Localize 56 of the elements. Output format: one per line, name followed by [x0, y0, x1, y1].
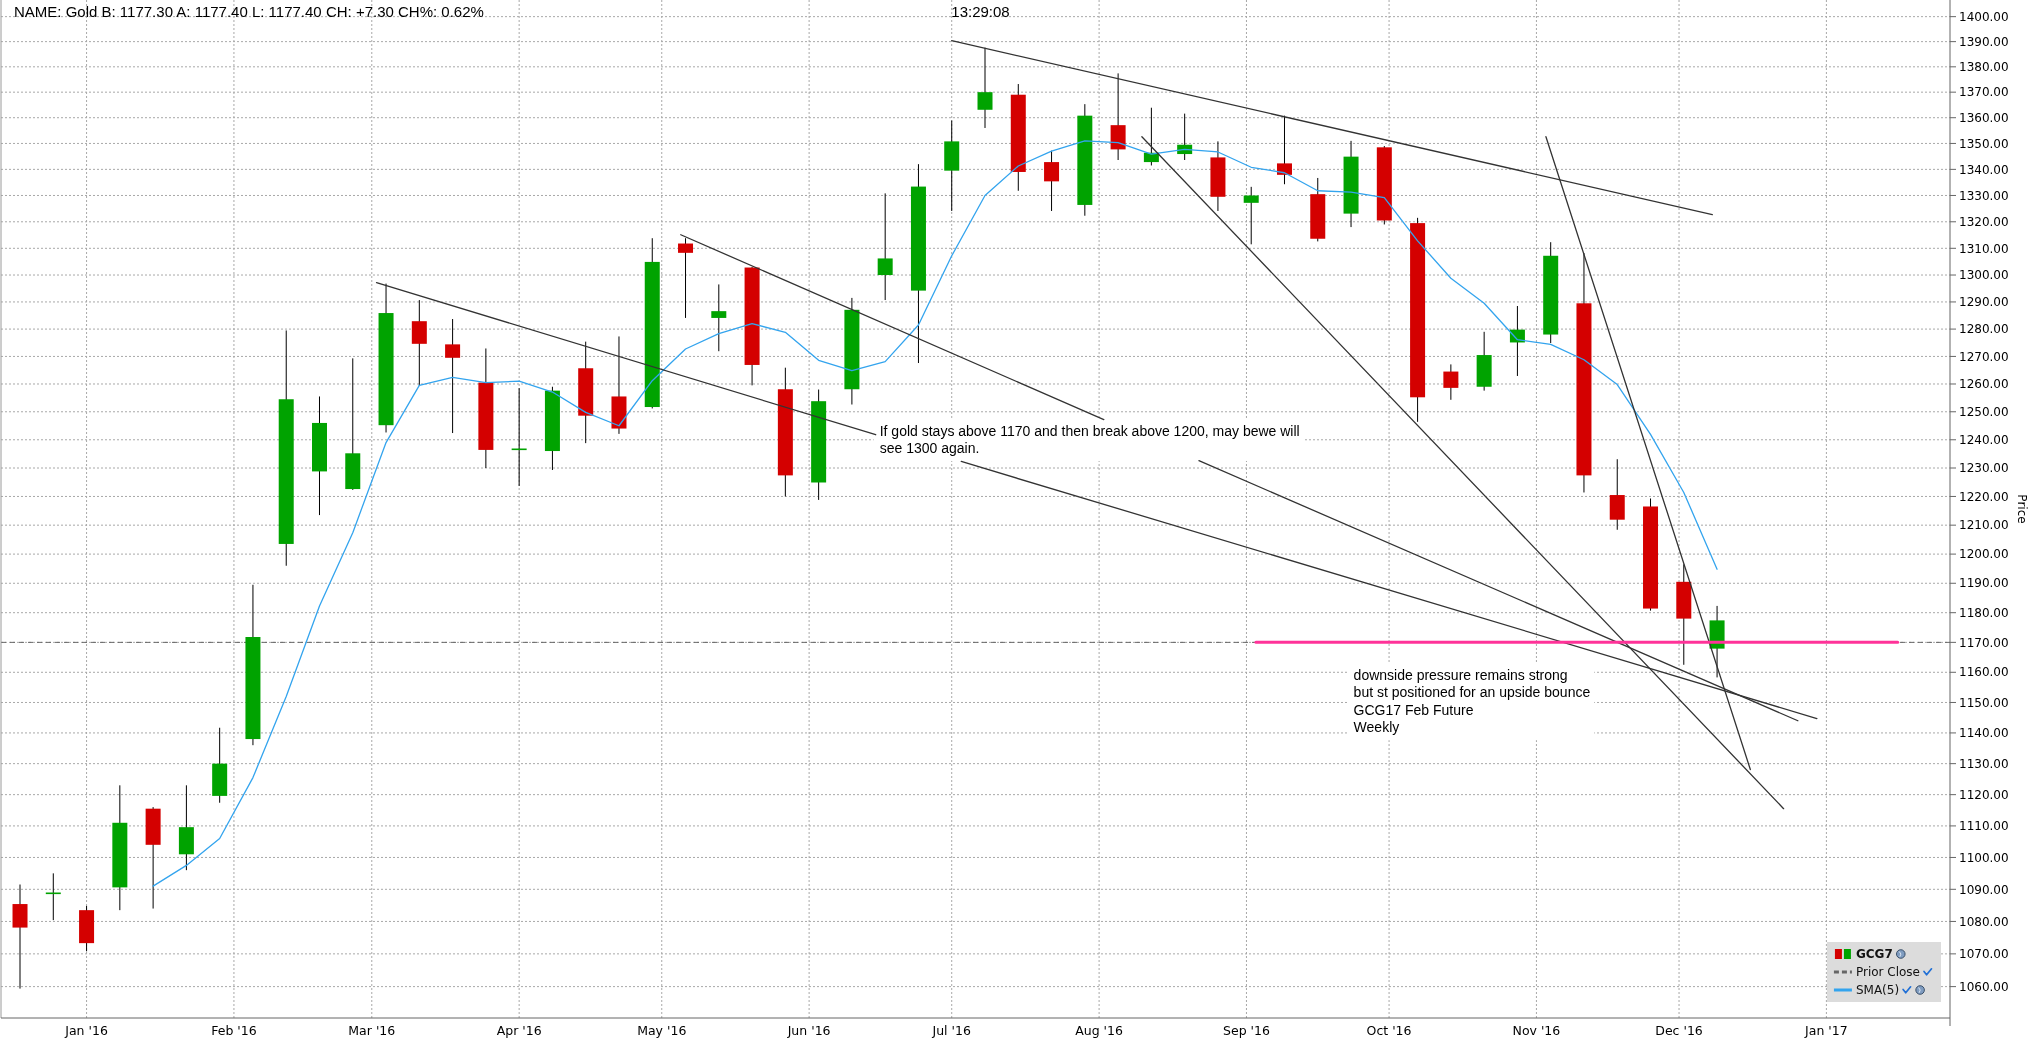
y-tick-label: 1060.00 — [1959, 979, 2009, 994]
annotation: downside pressure remains strong but st positioned for an upside bounce GCG17 Feb Future Weekly — [1353, 666, 1591, 736]
y-tick-label: 1320.00 — [1959, 215, 2009, 229]
y-tick-label: 1210.00 — [1959, 518, 2009, 533]
y-tick-label: 1340.00 — [1959, 162, 2009, 177]
y-tick-label: 1180.00 — [1959, 605, 2009, 620]
y-tick-label: 1370.00 — [1959, 85, 2009, 100]
y-tick-label: 1080.00 — [1959, 914, 2009, 929]
y-tick-label: 1280.00 — [1959, 322, 2009, 337]
y-tick-label: 1270.00 — [1959, 349, 2009, 364]
y-tick-label: 1400.00 — [1959, 9, 2009, 24]
legend-label: GCG7 — [1855, 947, 1893, 962]
y-tick-label: 1350.00 — [1959, 136, 2009, 151]
annotation: If gold stays above 1170 and then break above 1200, may bewe will see 1300 again. — [879, 422, 1300, 457]
y-tick-label: 1310.00 — [1959, 241, 2009, 256]
y-axis-title: Price — [2014, 494, 2029, 524]
y-tick-label: 1140.00 — [1959, 726, 2009, 741]
y-tick-label: 1330.00 — [1959, 188, 2009, 203]
y-tick-label: 1120.00 — [1959, 787, 2009, 802]
y-tick-label: 1260.00 — [1959, 377, 2009, 392]
x-tick-label: Aug '16 — [1075, 1023, 1123, 1038]
x-tick-label: Jun '16 — [786, 1023, 831, 1038]
y-tick-label: 1300.00 — [1959, 268, 2009, 283]
y-tick-label: 1220.00 — [1959, 489, 2009, 504]
x-tick-label: Dec '16 — [1655, 1023, 1703, 1038]
y-tick-label: 1190.00 — [1959, 576, 2009, 591]
x-tick-label: Sep '16 — [1223, 1023, 1270, 1038]
y-tick-label: 1170.00 — [1959, 635, 2009, 650]
y-tick-label: 1110.00 — [1959, 819, 2009, 834]
y-tick-label: 1090.00 — [1959, 882, 2009, 897]
y-tick-label: 1200.00 — [1959, 547, 2009, 562]
y-tick-label: 1160.00 — [1959, 665, 2009, 680]
y-tick-label: 1290.00 — [1959, 295, 2009, 310]
y-tick-label: 1380.00 — [1959, 60, 2009, 75]
x-tick-label: Nov '16 — [1512, 1023, 1561, 1038]
y-tick-label: 1240.00 — [1959, 432, 2009, 447]
legend-label: Prior Close — [1855, 965, 1921, 980]
x-tick-label: Oct '16 — [1366, 1023, 1412, 1038]
y-tick-label: 1130.00 — [1959, 756, 2009, 771]
x-tick-label: Jan '16 — [64, 1023, 108, 1038]
x-tick-label: May '16 — [637, 1023, 687, 1038]
x-tick-label: Feb '16 — [211, 1023, 257, 1038]
y-tick-label: 1360.00 — [1959, 110, 2009, 125]
y-tick-label: 1250.00 — [1959, 404, 2009, 419]
y-tick-label: 1070.00 — [1959, 947, 2009, 962]
x-tick-label: Mar '16 — [348, 1023, 396, 1038]
x-tick-label: Jul '16 — [931, 1023, 971, 1038]
y-tick-label: 1150.00 — [1959, 695, 2009, 710]
y-tick-label: 1390.00 — [1959, 34, 2009, 49]
chart-title: NAME: Gold B: 1177.30 A: 1177.40 L: 1177.40 CH: +7.30 CH%: 0.62% — [14, 3, 484, 21]
legend-label: SMA(5) — [1855, 983, 1900, 998]
x-tick-label: Apr '16 — [496, 1023, 542, 1038]
y-tick-label: 1230.00 — [1959, 461, 2009, 476]
chart-subtitle: 13:29:08 — [951, 3, 1010, 21]
y-tick-label: 1100.00 — [1959, 850, 2009, 865]
x-tick-label: Jan '17 — [1804, 1023, 1848, 1038]
